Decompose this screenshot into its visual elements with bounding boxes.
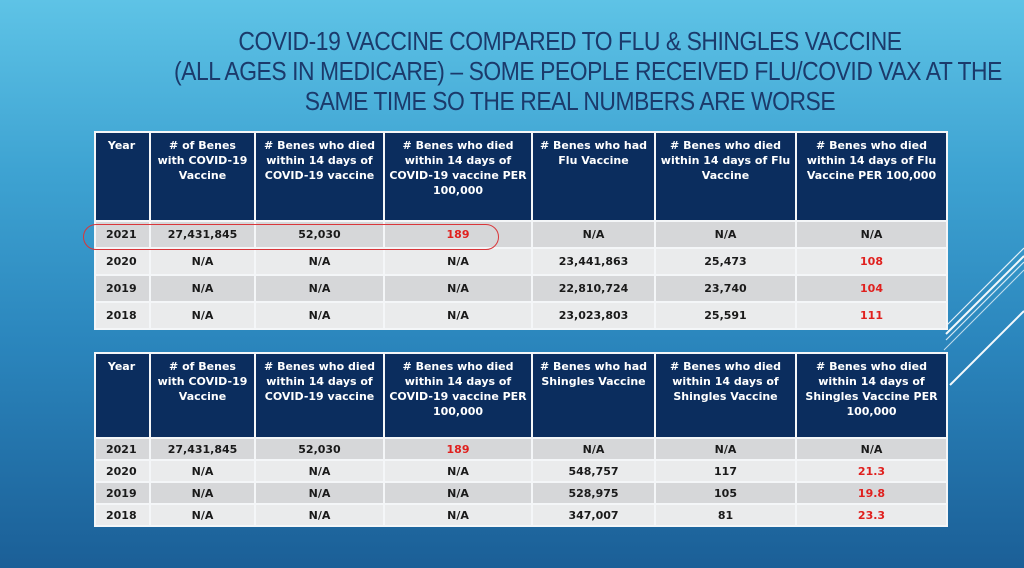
cell: N/A: [151, 461, 254, 481]
col-header-year: Year: [96, 354, 149, 437]
cell: 23,023,803: [533, 303, 654, 328]
cell-year: 2018: [96, 505, 149, 525]
flu-comparison-table: Year # of Benes with COVID-19 Vaccine # …: [94, 131, 948, 330]
col-header-flu-benes: # Benes who had Flu Vaccine: [533, 133, 654, 220]
col-header-shingles-benes: # Benes who had Shingles Vaccine: [533, 354, 654, 437]
table-row: 2021 27,431,845 52,030 189 N/A N/A N/A: [96, 222, 946, 247]
table-header-row: Year # of Benes with COVID-19 Vaccine # …: [96, 354, 946, 437]
cell-highlighted: 19.8: [797, 483, 946, 503]
cell: N/A: [256, 249, 383, 274]
cell: 23,740: [656, 276, 795, 301]
cell-highlighted: 189: [385, 439, 531, 459]
cell: N/A: [256, 483, 383, 503]
cell-highlighted: 21.3: [797, 461, 946, 481]
shingles-comparison-table: Year # of Benes with COVID-19 Vaccine # …: [94, 352, 948, 527]
cell-year: 2021: [96, 222, 149, 247]
cell: N/A: [151, 483, 254, 503]
cell: N/A: [385, 249, 531, 274]
cell: 117: [656, 461, 795, 481]
col-header-covid-per-100k: # Benes who died within 14 days of COVID…: [385, 133, 531, 220]
cell: 81: [656, 505, 795, 525]
cell: N/A: [385, 303, 531, 328]
cell: 22,810,724: [533, 276, 654, 301]
cell-year: 2019: [96, 276, 149, 301]
cell: 528,975: [533, 483, 654, 503]
cell: N/A: [256, 461, 383, 481]
cell: 52,030: [256, 222, 383, 247]
cell: 25,591: [656, 303, 795, 328]
cell: N/A: [385, 483, 531, 503]
cell: N/A: [151, 303, 254, 328]
cell-year: 2018: [96, 303, 149, 328]
cell: 27,431,845: [151, 222, 254, 247]
cell-year: 2020: [96, 461, 149, 481]
cell: 27,431,845: [151, 439, 254, 459]
table-row: 2019 N/A N/A N/A 22,810,724 23,740 104: [96, 276, 946, 301]
col-header-covid-benes: # of Benes with COVID-19 Vaccine: [151, 133, 254, 220]
cell: 52,030: [256, 439, 383, 459]
cell-highlighted: 104: [797, 276, 946, 301]
table-row: 2020 N/A N/A N/A 548,757 117 21.3: [96, 461, 946, 481]
col-header-covid-per-100k: # Benes who died within 14 days of COVID…: [385, 354, 531, 437]
cell: N/A: [151, 276, 254, 301]
cell: N/A: [256, 303, 383, 328]
col-header-covid-benes: # of Benes with COVID-19 Vaccine: [151, 354, 254, 437]
title-line-2: (ALL AGES IN MEDICARE) – SOME PEOPLE REC…: [174, 56, 1002, 86]
cell: 23,441,863: [533, 249, 654, 274]
cell: 105: [656, 483, 795, 503]
cell: N/A: [797, 439, 946, 459]
table-row: 2018 N/A N/A N/A 23,023,803 25,591 111: [96, 303, 946, 328]
table-row: 2019 N/A N/A N/A 528,975 105 19.8: [96, 483, 946, 503]
title-line-3: SAME TIME SO THE REAL NUMBERS ARE WORSE: [304, 86, 836, 116]
table-row: 2021 27,431,845 52,030 189 N/A N/A N/A: [96, 439, 946, 459]
cell-highlighted: 111: [797, 303, 946, 328]
cell-year: 2021: [96, 439, 149, 459]
cell-highlighted: 108: [797, 249, 946, 274]
cell: N/A: [256, 505, 383, 525]
title-line-1: COVID-19 VACCINE COMPARED TO FLU & SHING…: [238, 26, 902, 56]
cell-highlighted: 189: [385, 222, 531, 247]
slide-title: COVID-19 VACCINE COMPARED TO FLU & SHING…: [174, 26, 1002, 116]
cell-highlighted: 23.3: [797, 505, 946, 525]
table-header-row: Year # of Benes with COVID-19 Vaccine # …: [96, 133, 946, 220]
col-header-year: Year: [96, 133, 149, 220]
cell: N/A: [656, 439, 795, 459]
cell: 347,007: [533, 505, 654, 525]
cell: 548,757: [533, 461, 654, 481]
col-header-covid-deaths: # Benes who died within 14 days of COVID…: [256, 354, 383, 437]
cell: N/A: [533, 222, 654, 247]
cell-year: 2020: [96, 249, 149, 274]
cell-year: 2019: [96, 483, 149, 503]
col-header-flu-per-100k: # Benes who died within 14 days of Flu V…: [797, 133, 946, 220]
cell: N/A: [797, 222, 946, 247]
col-header-shingles-deaths: # Benes who died within 14 days of Shing…: [656, 354, 795, 437]
cell: N/A: [385, 461, 531, 481]
cell: 25,473: [656, 249, 795, 274]
cell: N/A: [151, 505, 254, 525]
table-row: 2020 N/A N/A N/A 23,441,863 25,473 108: [96, 249, 946, 274]
cell: N/A: [533, 439, 654, 459]
cell: N/A: [256, 276, 383, 301]
cell: N/A: [385, 276, 531, 301]
table-row: 2018 N/A N/A N/A 347,007 81 23.3: [96, 505, 946, 525]
cell: N/A: [656, 222, 795, 247]
col-header-shingles-per-100k: # Benes who died within 14 days of Shing…: [797, 354, 946, 437]
col-header-flu-deaths: # Benes who died within 14 days of Flu V…: [656, 133, 795, 220]
col-header-covid-deaths: # Benes who died within 14 days of COVID…: [256, 133, 383, 220]
cell: N/A: [385, 505, 531, 525]
cell: N/A: [151, 249, 254, 274]
